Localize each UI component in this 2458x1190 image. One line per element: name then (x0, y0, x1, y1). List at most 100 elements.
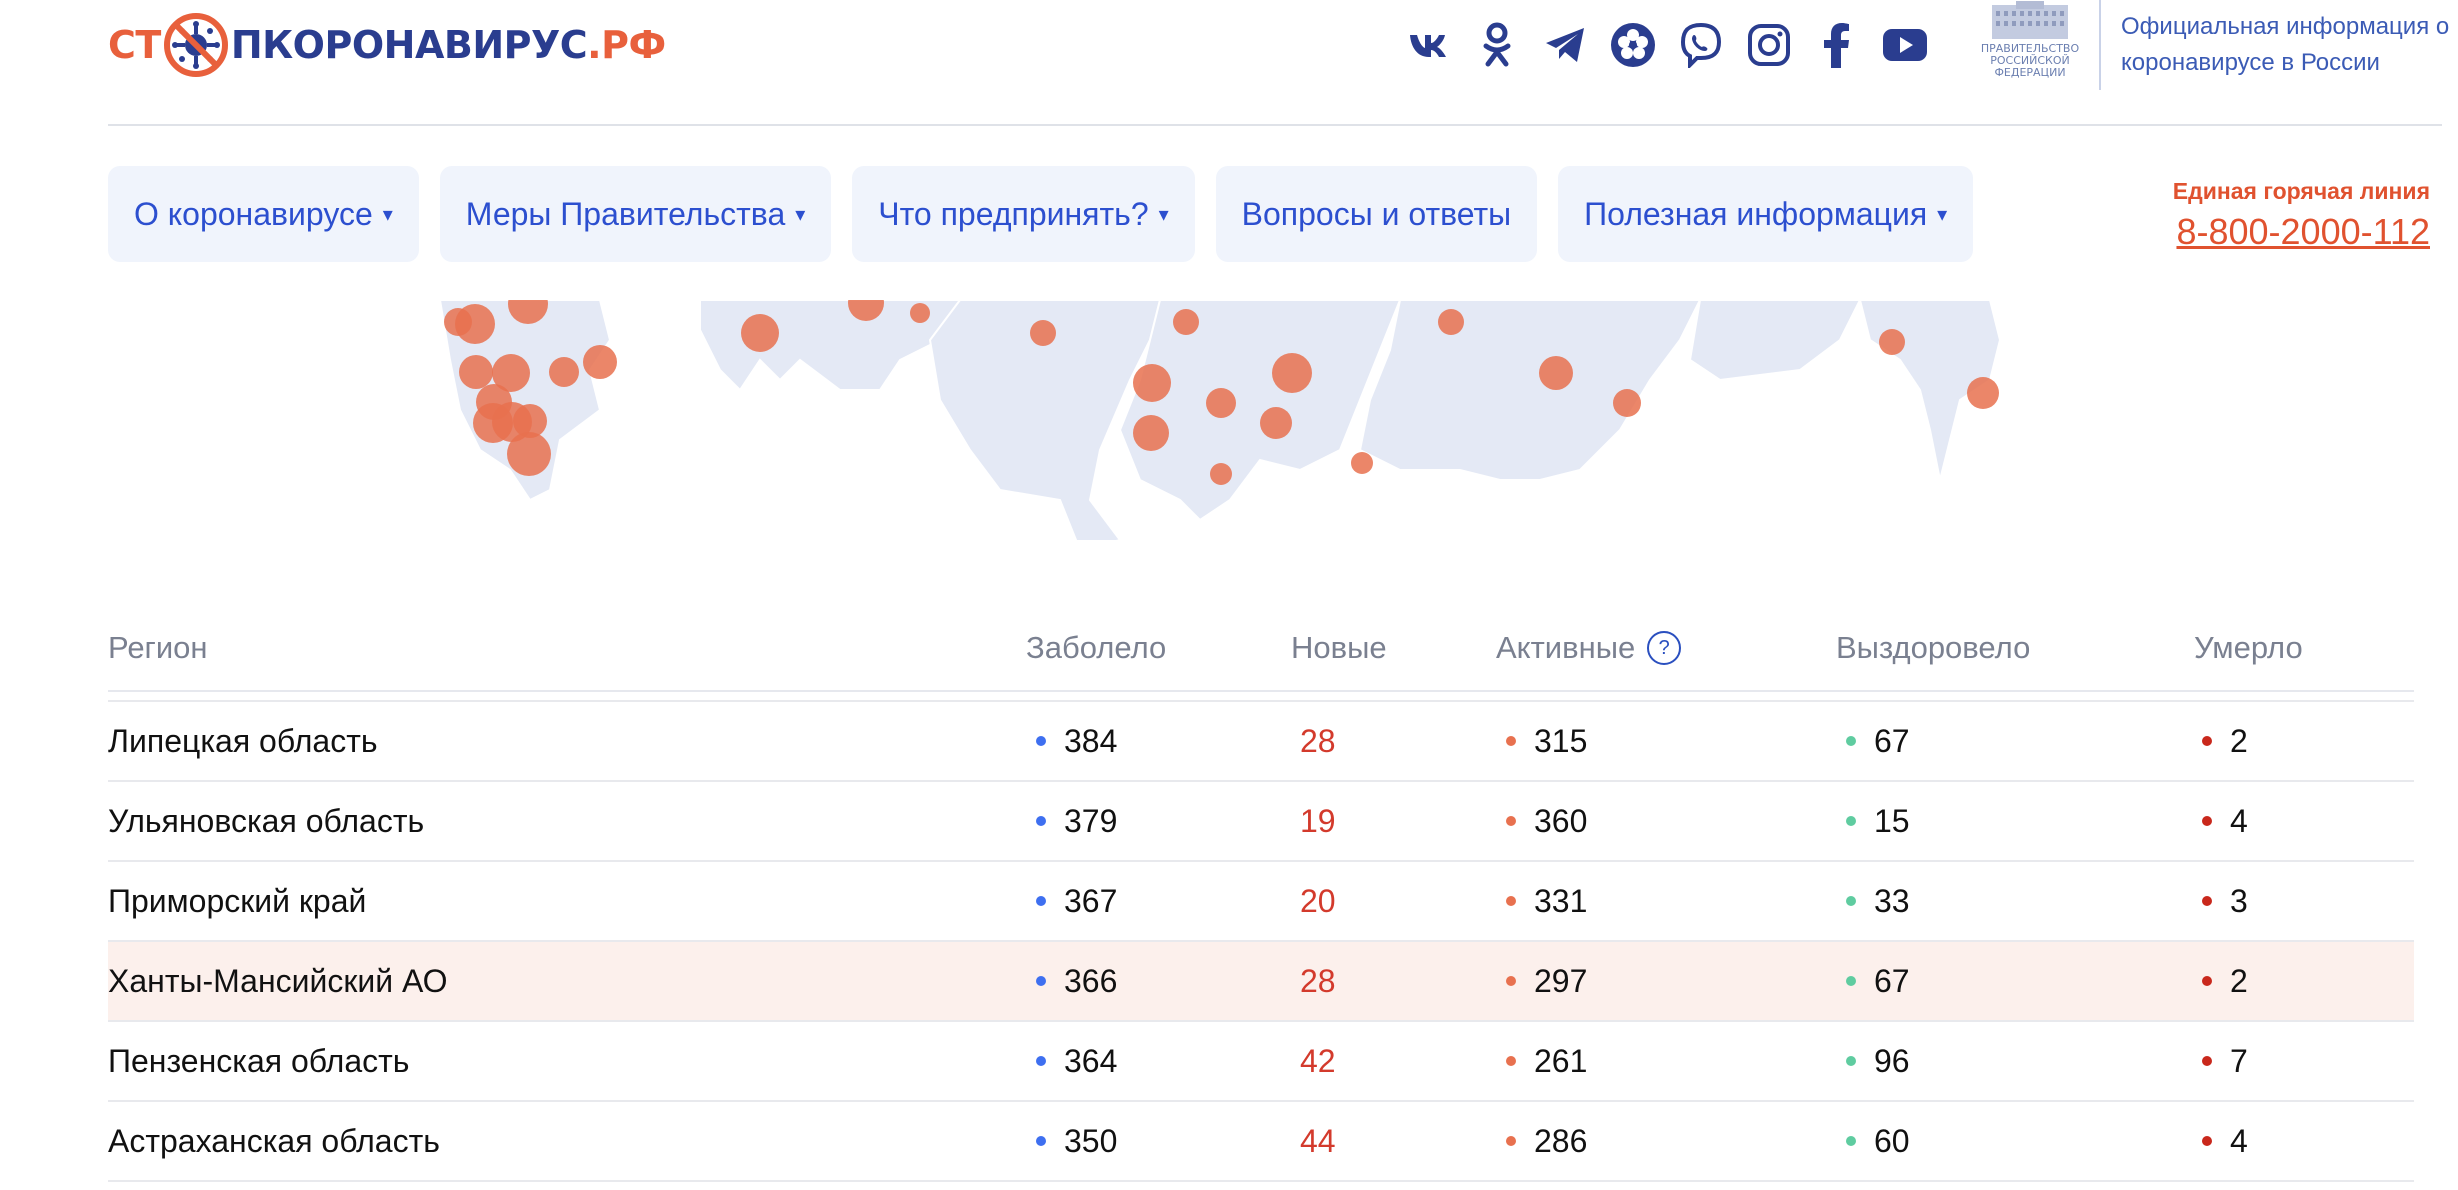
deaths-value: 4 (2230, 802, 2248, 839)
recovered-cell: 60 (1846, 1102, 1910, 1180)
region-name[interactable]: Липецкая область (108, 722, 378, 759)
active-value: 297 (1534, 962, 1588, 999)
header-active[interactable]: Активные ? (1496, 630, 1682, 666)
table-row-highlighted[interactable]: Ханты-Мансийский АО 366 28 297 67 2 (108, 942, 2414, 1022)
instagram-icon[interactable] (1745, 21, 1793, 69)
map-bubble[interactable] (508, 300, 548, 324)
nav-faq[interactable]: Вопросы и ответы (1215, 166, 1538, 262)
map-bubble[interactable] (1206, 388, 1236, 418)
chevron-down-icon: ▾ (382, 203, 393, 226)
map-bubble[interactable] (1879, 329, 1905, 355)
youtube-icon[interactable] (1881, 21, 1929, 69)
deaths-cell: 2 (2202, 942, 2248, 1020)
map-region-siberia-central[interactable] (1118, 300, 1402, 522)
table-row[interactable]: Ульяновская область 379 19 360 15 4 (108, 782, 2414, 862)
map-region-siberia-west[interactable] (928, 300, 1162, 540)
deaths-value: 3 (2230, 882, 2248, 919)
confirmed-dot-icon (1036, 976, 1046, 986)
map-bubble[interactable] (1210, 463, 1232, 485)
confirmed-cell: 364 (1036, 1022, 1117, 1100)
active-cell: 315 (1506, 702, 1587, 780)
recovered-dot-icon (1846, 816, 1856, 826)
map-bubble[interactable] (549, 357, 579, 387)
map-bubble[interactable] (492, 354, 530, 392)
active-cell: 360 (1506, 782, 1587, 860)
recovered-cell: 96 (1846, 1022, 1910, 1100)
map-bubble[interactable] (1967, 377, 1999, 409)
new-value: 42 (1300, 1042, 1336, 1079)
recovered-cell: 67 (1846, 702, 1910, 780)
header-confirmed[interactable]: Заболело (1026, 630, 1167, 665)
header-new[interactable]: Новые (1291, 630, 1387, 665)
nav-useful-info[interactable]: Полезная информация ▾ (1558, 166, 1974, 262)
nav-label: Полезная информация (1584, 195, 1928, 232)
table-body: Липецкая область 384 28 315 67 2 Ульянов… (108, 700, 2414, 1182)
facebook-icon[interactable] (1813, 21, 1861, 69)
confirmed-cell: 367 (1036, 862, 1117, 940)
map-bubble[interactable] (1173, 309, 1199, 335)
map-bubble[interactable] (583, 345, 617, 379)
map-bubble[interactable] (848, 300, 884, 321)
map-bubble[interactable] (741, 314, 779, 352)
table-row[interactable]: Астраханская область 350 44 286 60 4 (108, 1102, 2414, 1182)
viber-icon[interactable] (1677, 21, 1725, 69)
map-bubble[interactable] (1030, 320, 1056, 346)
site-logo[interactable]: СТ П КОРОНАВИРУС .РФ (108, 10, 666, 80)
map-region-west[interactable] (438, 300, 612, 502)
header-recovered[interactable]: Выздоровело (1836, 630, 2031, 665)
logo-text-part1: СТ (108, 23, 161, 67)
region-name[interactable]: Приморский край (108, 882, 367, 919)
map-bubble[interactable] (1351, 452, 1373, 474)
map-region-far-east[interactable] (1688, 300, 1862, 382)
recovered-value: 67 (1874, 962, 1910, 999)
new-value: 44 (1300, 1122, 1336, 1159)
government-block[interactable]: ПРАВИТЕЛЬСТВО РОССИЙСКОЙ ФЕДЕРАЦИИ Офици… (1975, 0, 2451, 90)
table-row[interactable]: Приморский край 367 20 331 33 3 (108, 862, 2414, 942)
map-bubble[interactable] (1260, 407, 1292, 439)
map-bubble[interactable] (1539, 356, 1573, 390)
region-name[interactable]: Ульяновская область (108, 802, 425, 839)
map-bubble[interactable] (1613, 389, 1641, 417)
active-dot-icon (1506, 1056, 1516, 1066)
odnoklassniki-icon[interactable] (1473, 21, 1521, 69)
region-name[interactable]: Пензенская область (108, 1042, 410, 1079)
help-icon[interactable]: ? (1647, 631, 1682, 665)
region-name[interactable]: Астраханская область (108, 1122, 440, 1159)
deaths-dot-icon (2202, 1136, 2212, 1146)
table-row[interactable]: Пензенская область 364 42 261 96 7 (108, 1022, 2414, 1102)
region-name[interactable]: Ханты-Мансийский АО (108, 962, 448, 999)
nav-government-measures[interactable]: Меры Правительства ▾ (439, 166, 832, 262)
vk-icon[interactable] (1405, 21, 1453, 69)
official-info-link[interactable]: Официальная информация о коронавирусе в … (2121, 13, 2450, 76)
telegram-icon[interactable] (1541, 21, 1589, 69)
deaths-cell: 4 (2202, 1102, 2248, 1180)
active-cell: 297 (1506, 942, 1587, 1020)
header-deaths[interactable]: Умерло (2194, 630, 2303, 665)
active-value: 315 (1534, 722, 1588, 759)
map-bubble[interactable] (1272, 353, 1312, 393)
map-bubble[interactable] (1438, 309, 1464, 335)
map-region-siberia-east[interactable] (1358, 300, 1702, 481)
table-row[interactable]: Липецкая область 384 28 315 67 2 (108, 700, 2414, 782)
recovered-value: 96 (1874, 1042, 1910, 1079)
map-bubble[interactable] (910, 303, 930, 323)
map-bubble[interactable] (507, 432, 551, 476)
logo-text-part4: .РФ (587, 23, 666, 67)
emblem-line-2: РОССИЙСКОЙ (1990, 54, 2070, 67)
active-dot-icon (1506, 736, 1516, 746)
map-bubble[interactable] (513, 404, 547, 438)
recovered-cell: 67 (1846, 942, 1910, 1020)
nav-about-coronavirus[interactable]: О коронавирусе ▾ (108, 166, 419, 262)
active-value: 331 (1534, 882, 1588, 919)
map-bubble[interactable] (1133, 415, 1169, 451)
confirmed-cell: 384 (1036, 702, 1117, 780)
flower-icon[interactable] (1609, 21, 1657, 69)
government-building-icon (1992, 1, 2068, 39)
map-bubble[interactable] (459, 355, 493, 389)
map-bubble[interactable] (1133, 364, 1171, 402)
nav-what-to-do[interactable]: Что предпринять? ▾ (852, 166, 1195, 262)
hotline-phone-link[interactable]: 8-800-2000-112 (2176, 211, 2430, 252)
header-region[interactable]: Регион (108, 630, 208, 665)
map-bubble[interactable] (455, 304, 495, 344)
russia-cases-map[interactable] (0, 300, 2458, 540)
